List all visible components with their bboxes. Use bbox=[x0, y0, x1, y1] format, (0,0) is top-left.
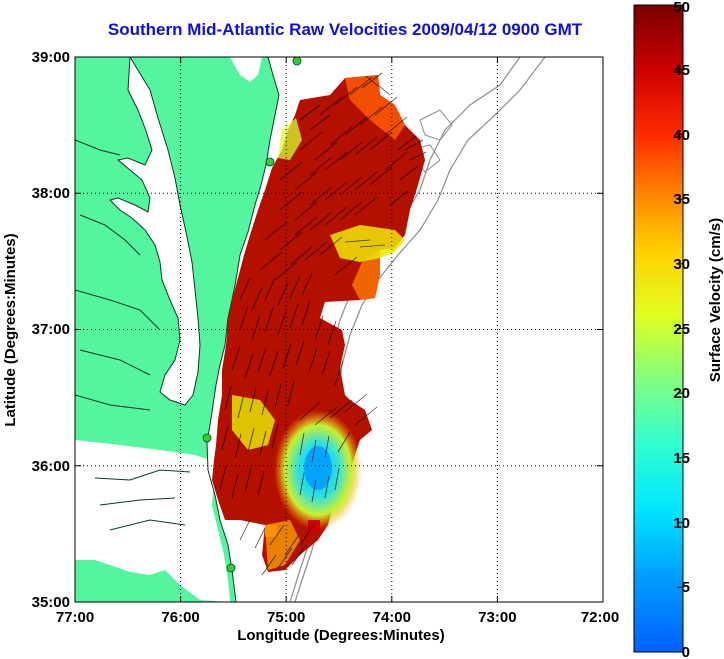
y-tick-label: 38:00 bbox=[32, 185, 70, 202]
delaware-bay bbox=[230, 57, 262, 82]
hf-radar-sites bbox=[202, 57, 302, 573]
velocity-field-moderate bbox=[345, 75, 405, 140]
grid-lines bbox=[75, 57, 603, 602]
x-tick-label: 77:00 bbox=[56, 609, 94, 626]
y-tick-label: 36:00 bbox=[32, 458, 70, 475]
x-tick-label: 74:00 bbox=[373, 609, 411, 626]
tick-marks bbox=[75, 57, 603, 602]
velocity-field-cell-west bbox=[265, 525, 277, 537]
velocity-field-slow-coast bbox=[278, 118, 302, 160]
colorbar-tick-label: 30 bbox=[673, 256, 690, 273]
x-tick-label: 76:00 bbox=[161, 609, 199, 626]
map-title: Southern Mid-Atlantic Raw Velocities 200… bbox=[107, 20, 583, 39]
y-tick-label: 39:00 bbox=[32, 49, 70, 66]
y-tick-label: 35:00 bbox=[32, 594, 70, 611]
sound-shoreline bbox=[94, 469, 191, 531]
velocity-field-slow-north bbox=[330, 225, 405, 262]
colorbar-tick-label: 45 bbox=[673, 62, 690, 79]
x-tick-label: 72:00 bbox=[581, 609, 619, 626]
colorbar-label: Surface Velocity (cm/s) bbox=[707, 218, 724, 382]
velocity-field bbox=[212, 75, 425, 572]
sound-water bbox=[75, 440, 230, 602]
colorbar-tick-label: 0 bbox=[682, 644, 690, 659]
x-axis-label: Longitude (Degrees:Minutes) bbox=[237, 627, 445, 644]
radar-site bbox=[226, 563, 236, 573]
colorbar-tick-label: 10 bbox=[673, 515, 690, 532]
colorbar-tick-label: 25 bbox=[673, 321, 690, 338]
radar-site bbox=[265, 157, 275, 167]
colorbar-tick-label: 15 bbox=[673, 450, 690, 467]
colorbar-tick-label: 20 bbox=[673, 385, 690, 402]
velocity-vectors bbox=[219, 72, 427, 576]
chesapeake-bay bbox=[110, 57, 200, 405]
velocity-field-slow-south bbox=[232, 395, 275, 450]
coastline bbox=[206, 57, 280, 602]
y-axis-label: Latitude (Degrees:Minutes) bbox=[2, 233, 19, 426]
x-tick-label: 75:00 bbox=[267, 609, 305, 626]
colorbar-tick-label: 40 bbox=[673, 127, 690, 144]
y-tick-label: 37:00 bbox=[32, 321, 70, 338]
velocity-field-cell bbox=[308, 520, 320, 532]
colorbar bbox=[633, 4, 684, 653]
colorbar-tick-label: 35 bbox=[673, 191, 690, 208]
x-tick-label: 73:00 bbox=[478, 609, 516, 626]
velocity-field-moderate-east bbox=[352, 250, 380, 300]
colorbar-tick-label: 5 bbox=[682, 579, 690, 596]
bay-shoreline bbox=[109, 57, 201, 406]
radar-site bbox=[202, 433, 212, 443]
tributary-rivers bbox=[75, 139, 161, 411]
colorbar-tick-label: 50 bbox=[673, 0, 690, 16]
colorbar-ticks bbox=[677, 69, 683, 653]
radar-site bbox=[292, 57, 302, 66]
